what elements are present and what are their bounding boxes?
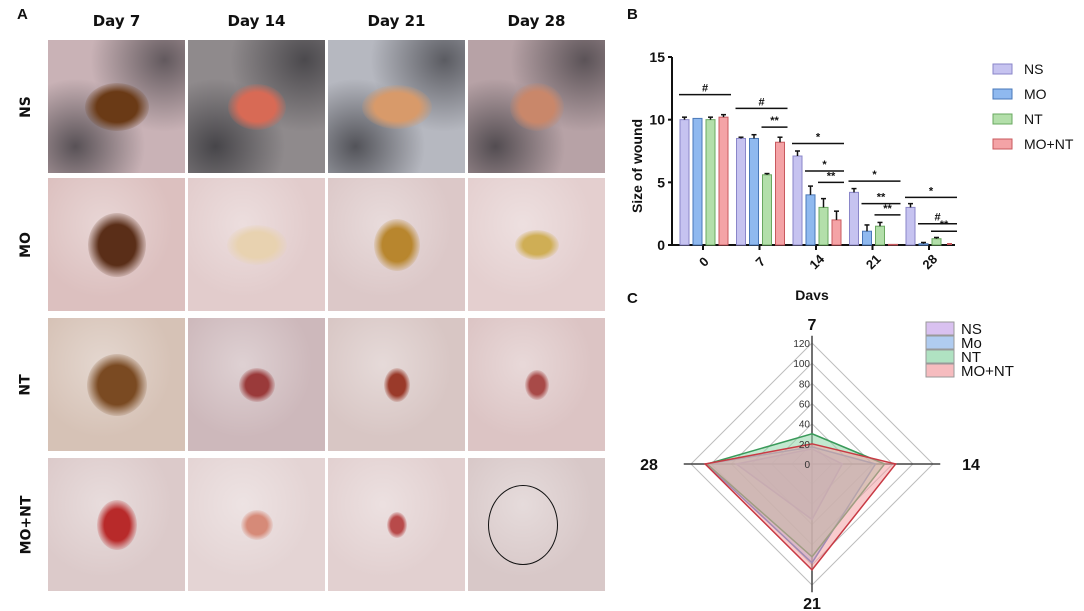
wound-area (226, 224, 287, 265)
panel-a-letter: A (17, 6, 28, 23)
significance-label: # (934, 212, 940, 224)
legend-swatch (992, 63, 1013, 75)
wound-area (514, 229, 559, 260)
legend-swatch (992, 138, 1013, 150)
radar-tick-label: 0 (804, 460, 810, 471)
wound-photo (188, 458, 325, 591)
wound-photo (328, 178, 465, 311)
column-header-day: Day 21 (367, 12, 426, 30)
radar-legend-label: Mo (961, 335, 982, 352)
bar-mo-nt (888, 243, 898, 246)
wound-photo (188, 178, 325, 311)
panel-b-letter: B (627, 6, 638, 23)
significance-label: ** (770, 115, 779, 127)
wound-photo (468, 318, 605, 451)
wound-area (386, 511, 407, 538)
wound-photo (468, 40, 605, 173)
wound-photo (328, 40, 465, 173)
column-header-day: Day 7 (92, 12, 141, 30)
significance-label: * (816, 131, 821, 143)
wound-photo (48, 318, 185, 451)
significance-label: ** (827, 170, 836, 182)
legend-swatch (992, 113, 1013, 125)
radar-tick-label: 40 (799, 420, 811, 431)
wound-area (361, 84, 432, 129)
legend-label: MO+NT (1024, 136, 1074, 152)
wound-area (84, 82, 149, 131)
radar-tick-label: 20 (799, 440, 811, 451)
y-tick-label: 0 (657, 237, 665, 253)
panel-c-letter: C (627, 290, 638, 307)
legend-swatch (992, 88, 1013, 100)
significance-label: * (872, 169, 877, 181)
wound-area (238, 367, 275, 402)
y-tick-label: 5 (657, 174, 665, 190)
wound-photo (328, 318, 465, 451)
radar-axis-label: 14 (962, 457, 980, 474)
y-tick-label: 10 (649, 112, 665, 128)
radar-tick-label: 80 (799, 379, 811, 390)
radar-axis-label: 28 (640, 457, 658, 474)
wound-area (383, 367, 410, 402)
radar-legend-swatch (925, 363, 955, 378)
wound-area (524, 369, 549, 400)
legend-label: NT (1024, 111, 1043, 127)
significance-label: # (758, 96, 764, 108)
wound-area (86, 353, 147, 416)
radar-tick-label: 60 (799, 400, 811, 411)
radar-legend-swatch (925, 335, 955, 350)
radar-legend-label: NT (961, 349, 981, 366)
radar-tick-label: 120 (793, 339, 810, 350)
wound-photo (188, 40, 325, 173)
significance-label: * (822, 159, 827, 171)
legend-label: MO (1024, 86, 1047, 102)
wound-photo (48, 40, 185, 173)
wound-photo (48, 458, 185, 591)
radar-axis-label: 21 (803, 596, 821, 611)
y-tick-label: 15 (649, 49, 665, 65)
radar-axis-label: 7 (808, 317, 817, 334)
radar-tick-label: 100 (793, 359, 810, 370)
significance-label: ** (883, 203, 892, 215)
y-axis-label: Size of wound (629, 119, 645, 213)
wound-area (373, 218, 420, 271)
healed-area-circle (488, 485, 558, 565)
wound-area (240, 509, 273, 540)
significance-label: * (929, 185, 934, 197)
significance-label: # (702, 83, 708, 95)
column-header-day: Day 14 (227, 12, 286, 30)
radar-legend-swatch (925, 321, 955, 336)
wound-photo (48, 178, 185, 311)
radar-legend-label: NS (961, 321, 982, 338)
wound-area (509, 82, 564, 131)
wound-photo (468, 178, 605, 311)
significance-label: ** (940, 219, 949, 231)
x-axis-label: Days (795, 287, 829, 300)
significance-label: ** (877, 192, 886, 204)
bar-mo (692, 117, 703, 246)
radar-series-mo-nt (703, 443, 898, 571)
wound-photo (468, 458, 605, 591)
legend-label: NS (1024, 61, 1043, 77)
wound-photo (188, 318, 325, 451)
radar-legend-label: MO+NT (961, 363, 1014, 380)
radar-legend-swatch (925, 349, 955, 364)
wound-photo (328, 458, 465, 591)
wound-area (96, 499, 137, 550)
wound-area (227, 83, 286, 130)
column-header-day: Day 28 (507, 12, 566, 30)
wound-area (87, 212, 146, 277)
